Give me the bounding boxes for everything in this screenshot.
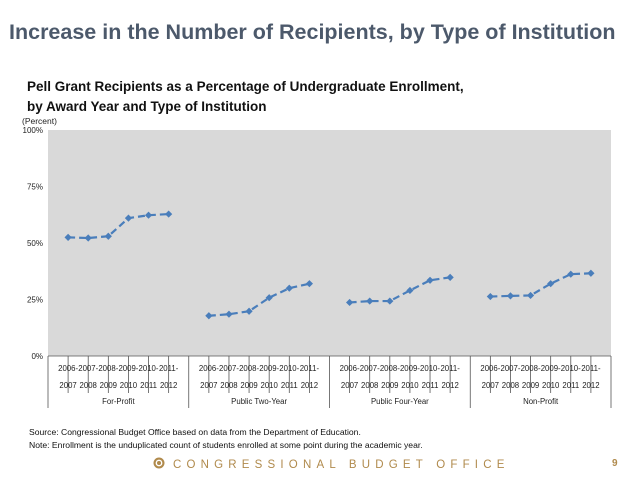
x-tick-label: 2007-: [360, 364, 380, 373]
x-tick-label: 2007: [482, 381, 499, 390]
x-tick-label: 2010-: [420, 364, 440, 373]
data-point: [104, 232, 112, 240]
footnotes: Source: Congressional Budget Office base…: [29, 426, 423, 451]
x-tick-label: 2007: [341, 381, 358, 390]
slide-title: Increase in the Number of Recipients, by…: [9, 20, 616, 44]
data-point: [346, 298, 354, 307]
x-tick-label: 2009: [240, 381, 257, 390]
chart-title: Pell Grant Recipients as a Percentage of…: [27, 77, 464, 117]
x-tick-label: 2010: [542, 381, 560, 390]
data-point: [587, 269, 595, 277]
x-tick-label: 2010: [260, 381, 278, 390]
data-point: [124, 214, 133, 222]
data-point: [446, 273, 454, 281]
x-tick-label: 2011: [281, 381, 298, 390]
cbo-seal-icon: [153, 457, 165, 469]
data-point: [245, 307, 253, 315]
x-tick-label: 2006-: [199, 364, 219, 373]
x-tick-label: 2008-: [380, 364, 400, 373]
x-tick-label: 2011-: [581, 364, 601, 373]
x-tick-label: 2006-: [340, 364, 360, 373]
data-point: [144, 211, 153, 219]
x-tick-label: 2007-: [78, 364, 98, 373]
data-point: [567, 270, 575, 278]
series: [64, 210, 595, 320]
footer-org-name: CONGRESSIONAL BUDGET OFFICE: [173, 459, 510, 471]
chart: (Percent)0%25%50%75%100%2006-20072007-20…: [22, 116, 612, 408]
x-tick-label: 2007-: [500, 364, 520, 373]
x-tick-label: 2010: [120, 381, 138, 390]
x-tick-label: 2011: [140, 381, 157, 390]
x-tick-label: 2010-: [139, 364, 159, 373]
data-point: [366, 297, 374, 305]
x-tick-label: 2011-: [300, 364, 320, 373]
data-point: [225, 310, 233, 318]
y-axis-label: (Percent): [22, 116, 57, 126]
x-tick-label: 2008-: [98, 364, 118, 373]
chart-title-line-2: by Award Year and Type of Institution: [27, 99, 267, 114]
source-note: Source: Congressional Budget Office base…: [29, 427, 361, 437]
y-tick-label: 100%: [23, 126, 43, 135]
y-tick-label: 50%: [27, 239, 43, 248]
data-point: [285, 284, 293, 292]
x-tick-label: 2009: [381, 381, 398, 390]
data-point: [486, 292, 494, 301]
x-tick-label: 2011-: [440, 364, 460, 373]
y-tick-label: 0%: [31, 352, 43, 361]
group-label: Public Two-Year: [231, 397, 287, 406]
data-point: [426, 276, 434, 284]
y-tick-label: 25%: [27, 296, 43, 305]
data-point: [386, 297, 394, 305]
group-label: For-Profit: [102, 397, 135, 406]
x-tick-label: 2010-: [561, 364, 581, 373]
enrollment-note: Note: Enrollment is the unduplicated cou…: [29, 439, 423, 450]
y-tick-label: 75%: [27, 183, 43, 192]
data-point: [84, 234, 92, 242]
x-tick-label: 2009: [100, 381, 117, 390]
x-tick-label: 2011-: [159, 364, 179, 373]
x-tick-label: 2007-: [219, 364, 239, 373]
plot-background: [48, 130, 611, 356]
x-tick-label: 2009-: [400, 364, 420, 373]
x-tick-label: 2006-: [58, 364, 78, 373]
x-tick-label: 2008: [502, 381, 519, 390]
group-label: Public Four-Year: [371, 397, 429, 406]
series-line: [208, 282, 310, 317]
x-tick-label: 2011: [562, 381, 579, 390]
data-point: [64, 233, 72, 241]
x-tick-label: 2007: [59, 381, 76, 390]
x-tick-label: 2010-: [279, 364, 299, 373]
x-tick-label: 2006-: [480, 364, 500, 373]
x-tick-label: 2009-: [541, 364, 561, 373]
x-tick-label: 2007: [200, 381, 217, 390]
x-tick-label: 2009: [522, 381, 539, 390]
plot-area: [48, 130, 611, 356]
data-point: [506, 292, 515, 300]
data-point: [205, 312, 213, 320]
page-number: 9: [612, 458, 618, 469]
x-tick-label: 2008: [361, 381, 378, 390]
data-point: [526, 291, 535, 300]
data-point: [165, 210, 173, 218]
x-tick-label: 2012: [301, 381, 318, 390]
axes: (Percent)0%25%50%75%100%2006-20072007-20…: [22, 116, 612, 408]
group-label: Non-Profit: [523, 397, 559, 406]
x-tick-label: 2008: [80, 381, 97, 390]
data-point: [406, 286, 414, 295]
x-tick-label: 2010: [401, 381, 419, 390]
data-point: [305, 280, 313, 288]
x-tick-label: 2008: [220, 381, 237, 390]
x-tick-label: 2008-: [521, 364, 541, 373]
x-tick-label: 2012: [582, 381, 599, 390]
x-tick-label: 2009-: [118, 364, 138, 373]
data-point: [547, 280, 555, 288]
x-tick-label: 2011: [422, 381, 439, 390]
data-point: [265, 294, 273, 302]
chart-title-line-1: Pell Grant Recipients as a Percentage of…: [27, 79, 464, 94]
x-tick-label: 2012: [160, 381, 177, 390]
x-tick-label: 2008-: [239, 364, 259, 373]
x-tick-label: 2009-: [259, 364, 279, 373]
x-tick-label: 2012: [441, 381, 458, 390]
